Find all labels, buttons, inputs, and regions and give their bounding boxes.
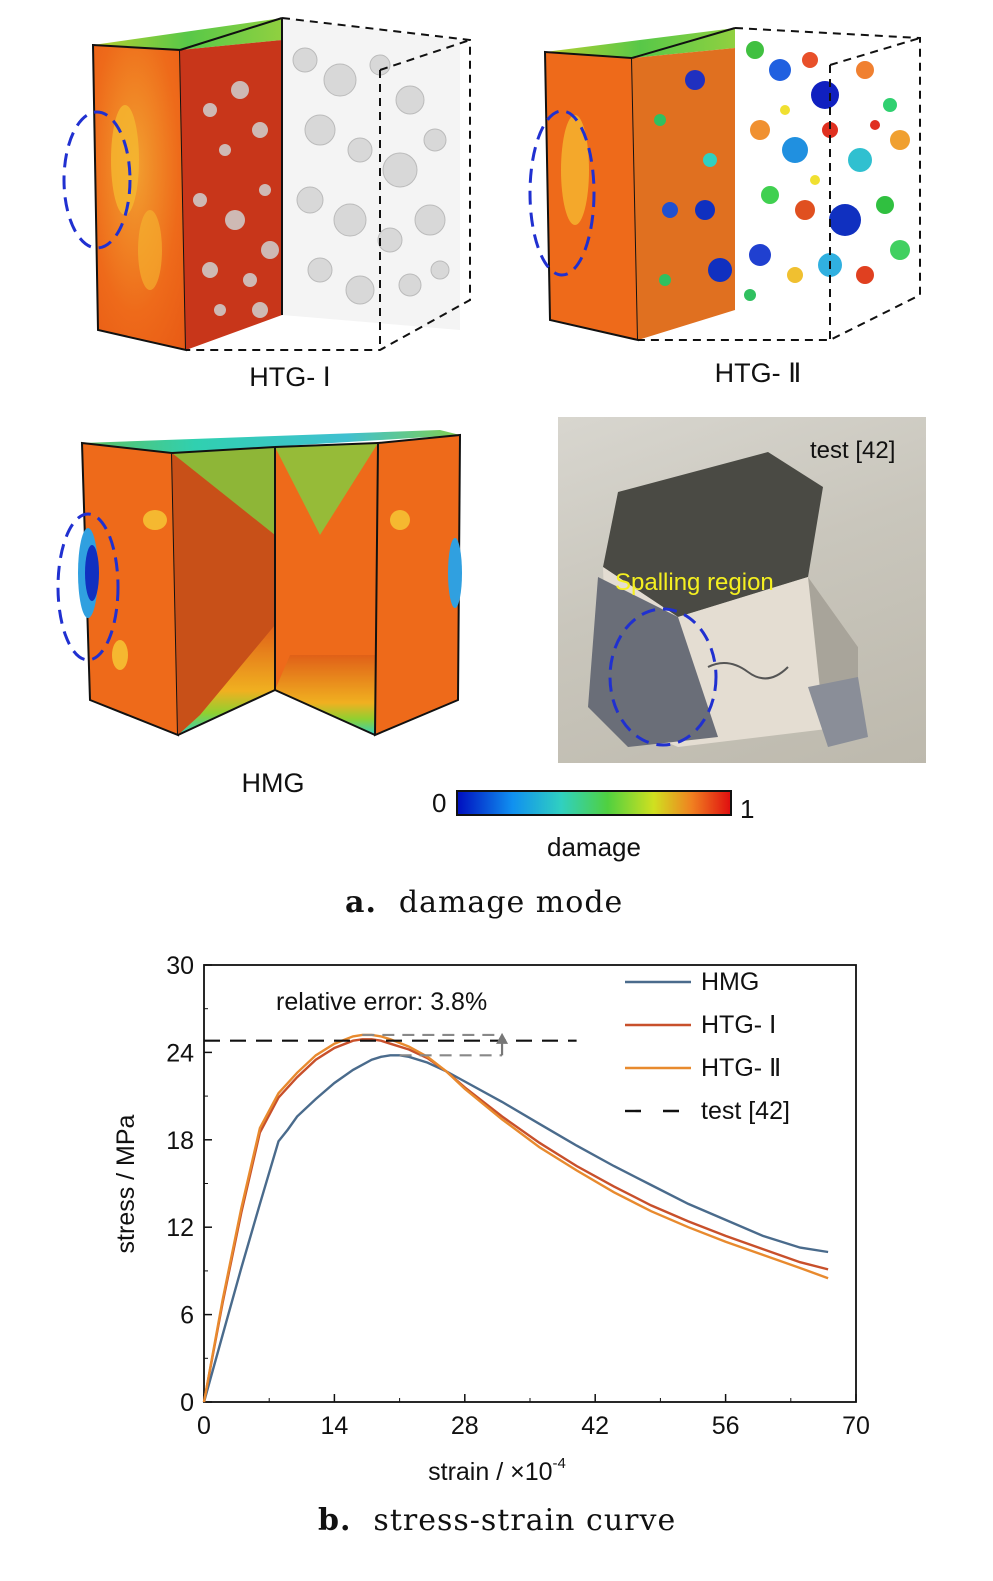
caption-b: b. stress-strain curve <box>318 1503 676 1538</box>
legend-label: test [42] <box>701 1097 790 1125</box>
htg2-label: HTG- Ⅱ <box>714 358 802 388</box>
y-tick-label: 30 <box>166 952 194 980</box>
htg1-label: HTG- Ⅰ <box>249 362 331 392</box>
legend-label: HTG- Ⅰ <box>701 1011 776 1039</box>
annotation-relative-error: relative error: 3.8% <box>276 988 487 1016</box>
caption-a-letter: a. <box>345 885 377 920</box>
x-tick-label: 70 <box>842 1412 870 1440</box>
x-tick-label: 28 <box>451 1412 479 1440</box>
y-tick-label: 6 <box>180 1302 194 1330</box>
y-tick-label: 12 <box>166 1214 194 1242</box>
legend-label: HTG- Ⅱ <box>701 1054 781 1082</box>
y-axis-label: stress / MPa <box>112 1114 140 1253</box>
colorbar-max: 1 <box>740 794 755 824</box>
htg1-model <box>62 17 471 352</box>
caption-a-text: damage mode <box>398 885 624 920</box>
x-axis-label-exp: -4 <box>553 1455 566 1472</box>
test-photo: test [42] Spalling region <box>558 417 926 763</box>
x-tick-label: 14 <box>320 1412 348 1440</box>
htg2-damage-ellipse <box>528 109 596 277</box>
y-tick-label: 18 <box>166 1127 194 1155</box>
hmg-label: HMG <box>241 768 305 798</box>
x-tick-label: 56 <box>712 1412 740 1440</box>
test-label: test [42] <box>810 437 896 464</box>
colorbar-min: 0 <box>432 788 447 818</box>
htg2-model <box>528 27 921 342</box>
colorbar <box>456 790 732 816</box>
series-line-htg- <box>202 1038 829 1403</box>
series-line-htg- <box>202 1033 829 1403</box>
colorbar-label: damage <box>547 832 641 862</box>
hmg-model <box>56 430 462 737</box>
y-tick-label: 0 <box>180 1389 194 1417</box>
x-tick-label: 42 <box>581 1412 609 1440</box>
spalling-ellipse <box>608 607 718 747</box>
x-tick-label: 0 <box>197 1412 211 1440</box>
x-axis-label: strain / ×10-4 <box>428 1455 566 1486</box>
htg1-damage-ellipse <box>62 110 132 250</box>
spalling-label: Spalling region <box>615 569 774 596</box>
caption-b-letter: b. <box>318 1503 352 1538</box>
stress-strain-chart: 0 14 28 42 56 70 0 6 12 18 24 30 relative error: 3.… <box>112 952 870 1486</box>
caption-a: a. damage mode <box>345 885 623 920</box>
hmg-damage-ellipse <box>56 512 120 662</box>
caption-b-text: stress-strain curve <box>373 1503 677 1538</box>
x-axis-label-main: strain / ×10 <box>428 1458 552 1486</box>
legend-label: HMG <box>701 968 759 996</box>
error-arrow-head <box>496 1032 509 1044</box>
y-tick-label: 24 <box>166 1039 194 1067</box>
